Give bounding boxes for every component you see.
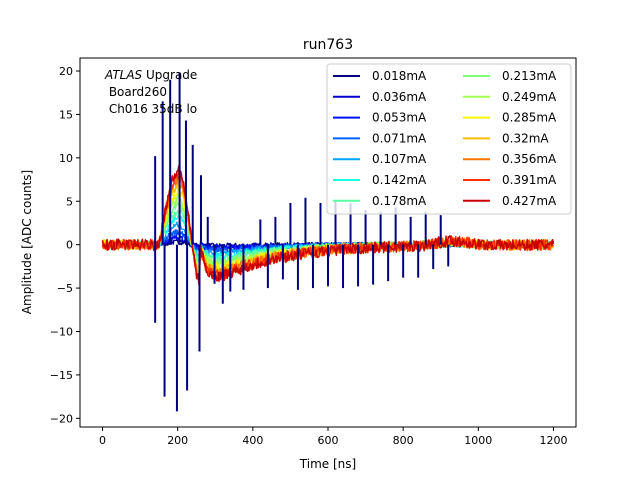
y-tick-label: 0 xyxy=(66,239,73,252)
y-tick-label: 15 xyxy=(59,108,73,121)
chart-title: run763 xyxy=(303,37,353,53)
legend-label: 0.036mA xyxy=(372,90,427,104)
legend-label: 0.391mA xyxy=(502,173,557,187)
legend-label: 0.285mA xyxy=(502,111,557,125)
legend-box xyxy=(326,63,572,215)
legend-label: 0.071mA xyxy=(372,131,427,145)
legend-label: 0.053mA xyxy=(372,111,427,125)
y-axis-label: Amplitude [ADC counts] xyxy=(20,170,34,314)
x-tick-label: 600 xyxy=(318,434,339,447)
annotation-line-3: Ch016 35dB lo xyxy=(105,102,197,116)
annotation-line-2: Board260 xyxy=(105,85,167,99)
x-tick-label: 0 xyxy=(99,434,106,447)
legend-label: 0.32mA xyxy=(502,131,549,145)
legend-label: 0.142mA xyxy=(372,173,427,187)
y-tick-label: −10 xyxy=(50,325,73,338)
x-tick-label: 1200 xyxy=(539,434,567,447)
annotation-atlas: ATLAS xyxy=(104,68,143,82)
y-axis-ticks: −20 −15 −10 −5 0 5 10 15 20 xyxy=(50,65,80,425)
legend: 0.018mA 0.036mA 0.053mA 0.071mA 0.107mA 0.142… xyxy=(326,63,572,215)
legend-label: 0.249mA xyxy=(502,90,557,104)
atlas-annotation: ATLAS Upgrade Board260 Ch016 35dB lo xyxy=(104,68,197,116)
x-axis-ticks: 0 200 400 600 800 1000 1200 xyxy=(99,427,567,447)
legend-label: 0.178mA xyxy=(372,194,427,208)
plot-lines xyxy=(101,72,555,412)
x-axis-label: Time [ns] xyxy=(299,457,356,471)
legend-label: 0.018mA xyxy=(372,69,427,83)
legend-label: 0.356mA xyxy=(502,152,557,166)
x-tick-label: 200 xyxy=(167,434,188,447)
legend-label: 0.107mA xyxy=(372,152,427,166)
legend-label: 0.213mA xyxy=(502,69,557,83)
annotation-line-1: ATLAS Upgrade xyxy=(104,68,197,82)
x-tick-label: 1000 xyxy=(464,434,492,447)
y-tick-label: 20 xyxy=(59,65,73,78)
x-tick-label: 800 xyxy=(393,434,414,447)
x-tick-label: 400 xyxy=(242,434,263,447)
y-tick-label: −20 xyxy=(50,412,73,425)
y-tick-label: 5 xyxy=(66,195,73,208)
y-tick-label: −5 xyxy=(57,282,73,295)
y-tick-label: −15 xyxy=(50,369,73,382)
y-tick-label: 10 xyxy=(59,152,73,165)
legend-label: 0.427mA xyxy=(502,194,557,208)
annotation-upgrade: Upgrade xyxy=(142,68,197,82)
